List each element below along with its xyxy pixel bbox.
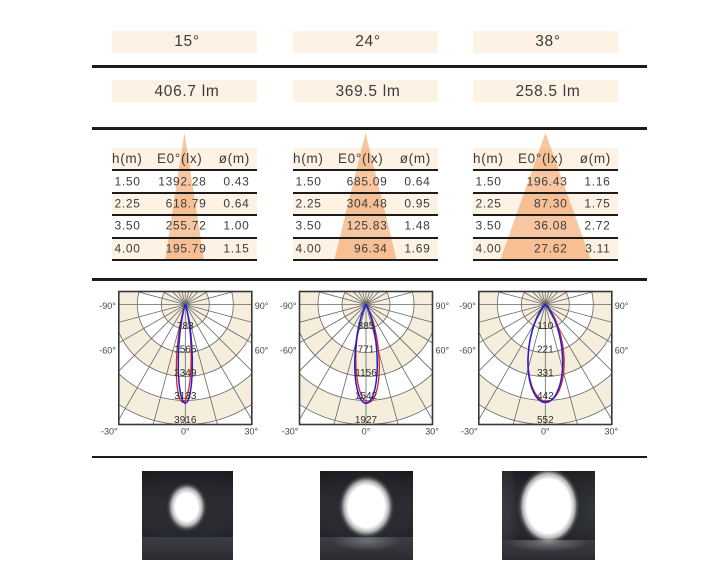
svg-text:221: 221 — [537, 345, 554, 356]
svg-text:442: 442 — [537, 391, 554, 402]
svg-text:30°: 30° — [604, 427, 618, 437]
svg-text:30°: 30° — [425, 427, 439, 437]
svg-text:60°: 60° — [615, 346, 629, 356]
svg-text:90°: 90° — [255, 301, 269, 311]
svg-text:331: 331 — [537, 368, 554, 379]
svg-text:0°: 0° — [541, 427, 550, 437]
svg-text:-60°: -60° — [280, 346, 297, 356]
svg-text:1565: 1565 — [174, 345, 197, 356]
svg-text:0°: 0° — [362, 427, 371, 437]
svg-text:-90°: -90° — [459, 301, 476, 311]
svg-text:90°: 90° — [615, 301, 629, 311]
svg-text:771: 771 — [358, 345, 375, 356]
svg-text:0°: 0° — [181, 427, 190, 437]
svg-text:1927: 1927 — [355, 415, 378, 426]
svg-text:1156: 1156 — [355, 368, 377, 379]
svg-text:60°: 60° — [436, 346, 450, 356]
svg-text:1542: 1542 — [355, 391, 378, 402]
svg-text:2349: 2349 — [174, 368, 197, 379]
svg-text:-60°: -60° — [99, 346, 116, 356]
svg-text:60°: 60° — [255, 346, 269, 356]
svg-text:-30°: -30° — [461, 427, 478, 437]
svg-text:3916: 3916 — [174, 415, 197, 426]
svg-text:-90°: -90° — [280, 301, 297, 311]
svg-text:-60°: -60° — [459, 346, 476, 356]
svg-text:783: 783 — [177, 321, 194, 332]
svg-text:385: 385 — [358, 321, 375, 332]
svg-text:3133: 3133 — [174, 391, 197, 402]
svg-text:-30°: -30° — [282, 427, 299, 437]
svg-text:30°: 30° — [244, 427, 258, 437]
svg-text:-30°: -30° — [101, 427, 118, 437]
svg-text:-90°: -90° — [99, 301, 116, 311]
svg-text:110: 110 — [537, 321, 553, 332]
svg-text:90°: 90° — [436, 301, 450, 311]
svg-text:552: 552 — [537, 415, 554, 426]
